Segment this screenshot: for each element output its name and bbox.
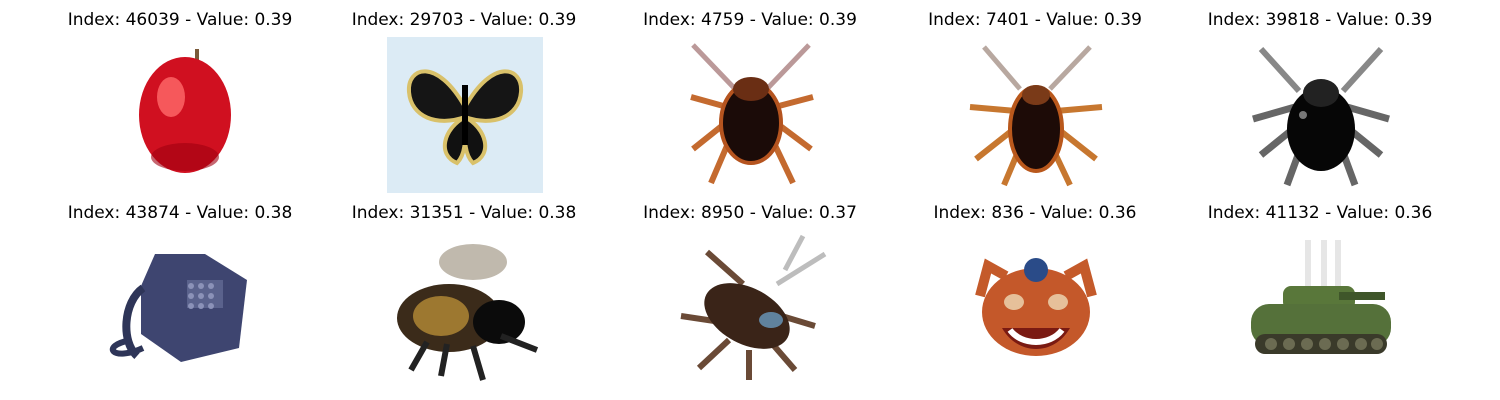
- telephone-image: [103, 230, 259, 386]
- tile-1: Index: 46039 - Value: 0.39: [50, 0, 310, 193]
- tile-7: Index: 31351 - Value: 0.38: [334, 193, 594, 386]
- tile-title: Index: 29703 - Value: 0.39: [351, 10, 577, 30]
- tile-8: Index: 8950 - Value: 0.37: [620, 193, 880, 386]
- tile-title: Index: 41132 - Value: 0.36: [1207, 203, 1433, 223]
- tile-6: Index: 43874 - Value: 0.38: [50, 193, 310, 386]
- tile-title: Index: 7401 - Value: 0.39: [928, 10, 1142, 30]
- tile-title: Index: 46039 - Value: 0.39: [67, 10, 293, 30]
- red-apple-image: [103, 37, 259, 193]
- tile-3: Index: 4759 - Value: 0.39: [620, 0, 880, 193]
- bee-image: [387, 230, 543, 386]
- tile-title: Index: 4759 - Value: 0.39: [643, 10, 857, 30]
- tile-10: Index: 41132 - Value: 0.36: [1190, 193, 1450, 386]
- tile-4: Index: 7401 - Value: 0.39: [905, 0, 1165, 193]
- tile-title: Index: 8950 - Value: 0.37: [643, 203, 857, 223]
- cockroach-image: [673, 230, 829, 386]
- tank-image: [1243, 230, 1399, 386]
- tile-9: Index: 836 - Value: 0.36: [905, 193, 1165, 386]
- tile-title: Index: 836 - Value: 0.36: [933, 203, 1137, 223]
- tile-title: Index: 39818 - Value: 0.39: [1207, 10, 1433, 30]
- spider-beetle-image: [1243, 37, 1399, 193]
- tile-title: Index: 31351 - Value: 0.38: [351, 203, 577, 223]
- tile-2: Index: 29703 - Value: 0.39: [334, 0, 594, 193]
- tile-title: Index: 43874 - Value: 0.38: [67, 203, 293, 223]
- butterfly-image: [387, 37, 543, 193]
- crab-mask-image: [958, 230, 1114, 386]
- tile-5: Index: 39818 - Value: 0.39: [1190, 0, 1450, 193]
- cockroach-image: [958, 37, 1114, 193]
- cockroach-image: [673, 37, 829, 193]
